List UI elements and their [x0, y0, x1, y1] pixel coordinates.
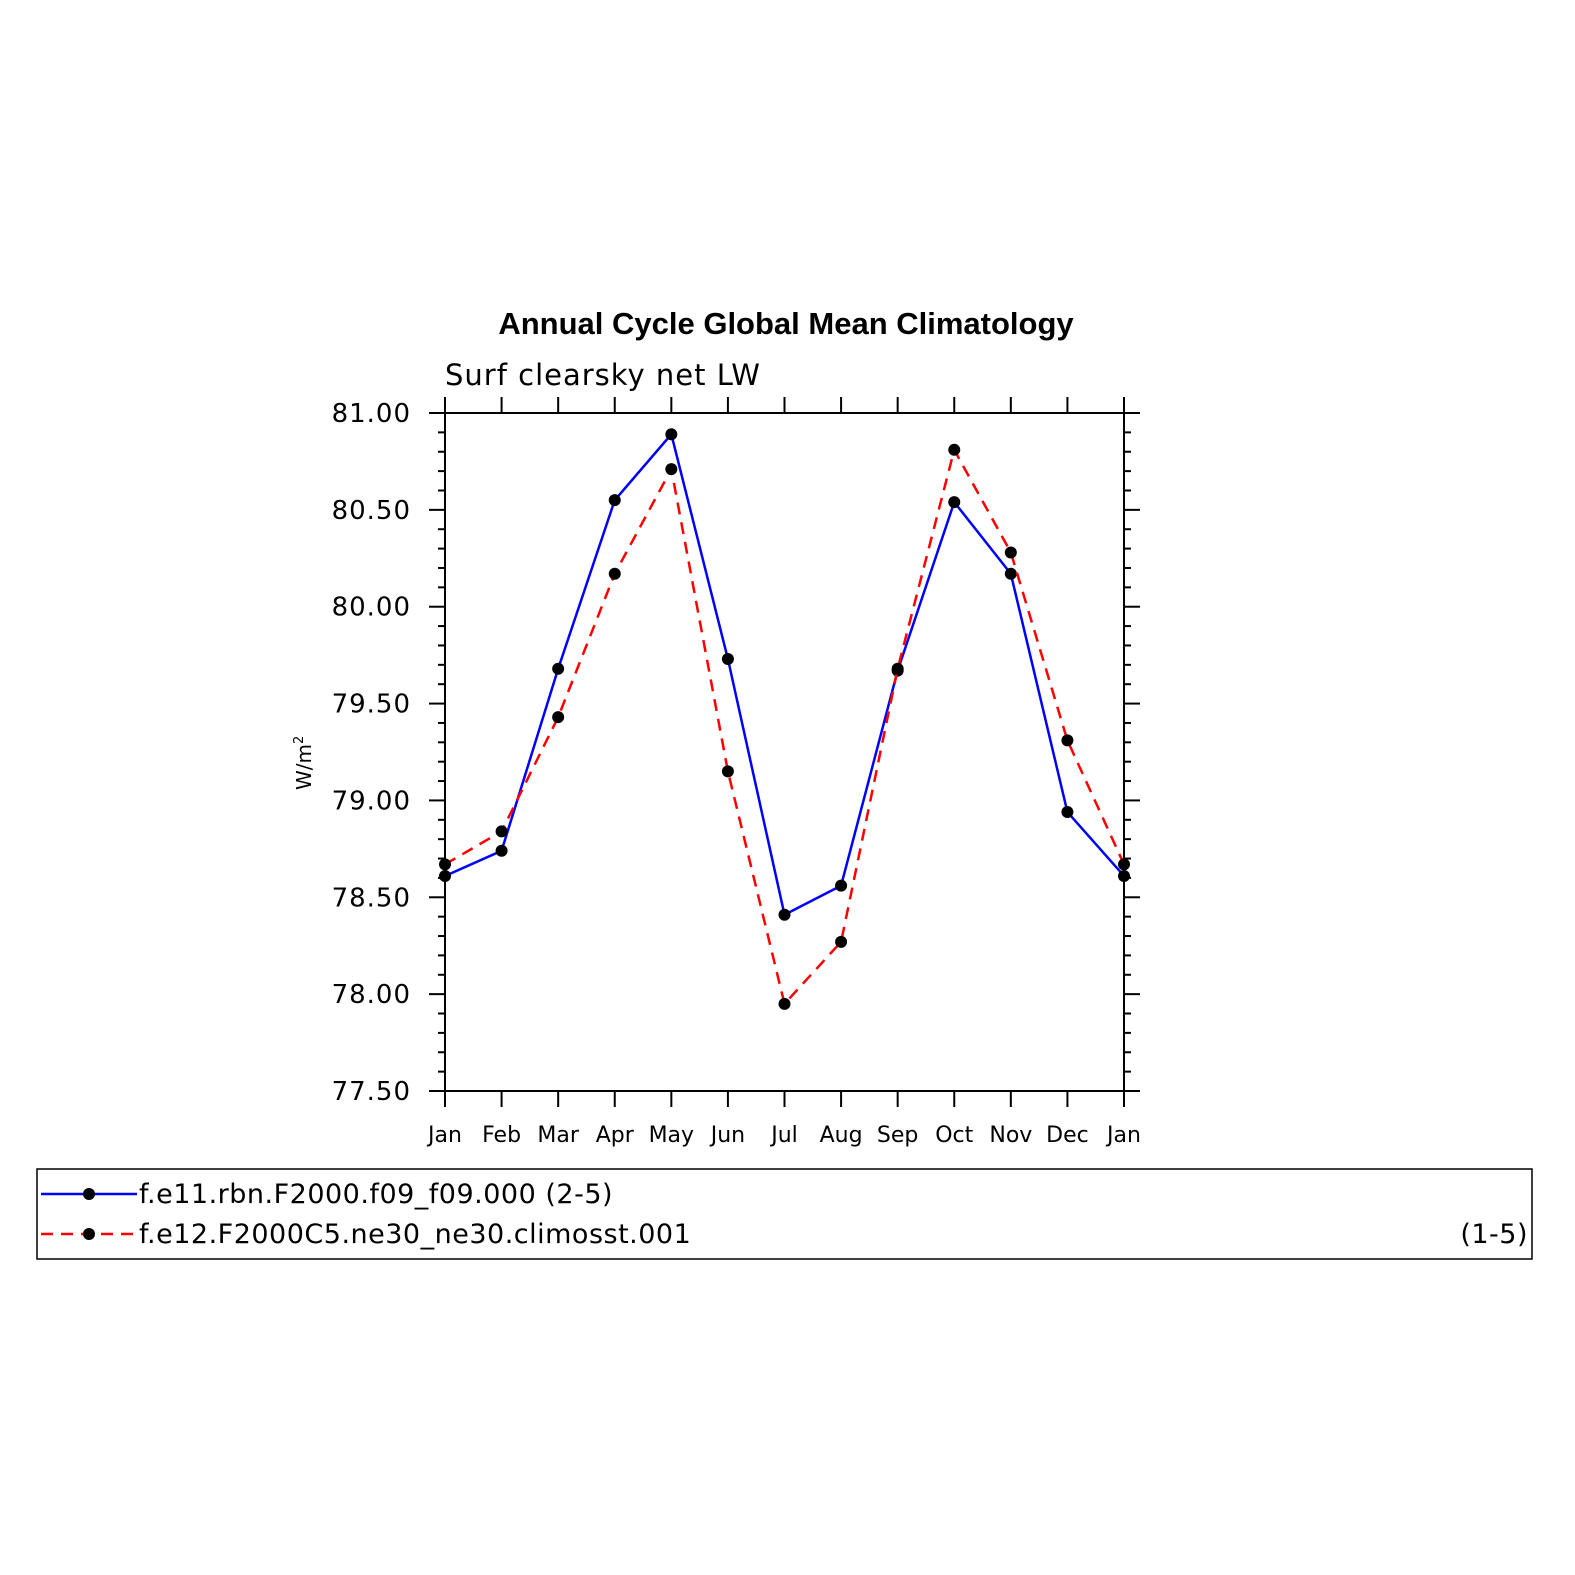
y-axis-label-unit: W/m: [292, 744, 316, 790]
legend-entry-series-1: f.e11.rbn.F2000.f09_f09.000 (2-5): [41, 1179, 613, 1210]
legend-name-series-2: f.e12.F2000C5.ne30_ne30.climosst.001: [139, 1219, 691, 1250]
series-1-point: [835, 879, 848, 892]
legend-box: [36, 1168, 1533, 1260]
series-2-line: [444, 446, 1126, 1007]
series-1-point: [495, 844, 508, 857]
series-1-point: [608, 494, 621, 507]
y-tick-label: 79.50: [332, 690, 411, 720]
legend-suffix-series-1: (2-5): [545, 1179, 613, 1210]
x-tick-label: Jul: [769, 1123, 798, 1148]
y-tick-label: 78.00: [332, 980, 411, 1010]
x-tick-label: Nov: [989, 1123, 1032, 1148]
x-tick-label: Aug: [820, 1123, 863, 1148]
y-axis-label: W/m2: [292, 736, 316, 790]
plot-axes: [429, 397, 1140, 1107]
series-2-point: [439, 858, 451, 871]
series-1-point: [439, 869, 451, 882]
x-tick-label: Feb: [482, 1123, 521, 1148]
x-tick-label: Oct: [935, 1123, 973, 1148]
x-tick-label: May: [649, 1123, 694, 1148]
chart-title: Annual Cycle Global Mean Climatology: [498, 306, 1074, 341]
x-tick-label: Jan: [1105, 1123, 1141, 1148]
series-1-point: [665, 428, 678, 441]
series-2-point: [1004, 546, 1017, 559]
legend-marker-series-1: [83, 1188, 95, 1200]
y-tick-label: 80.50: [332, 496, 411, 526]
series-2-point: [835, 935, 848, 948]
series-2-point: [778, 997, 791, 1010]
y-tick-label: 81.00: [332, 399, 411, 429]
series-1-point: [948, 496, 961, 509]
x-tick-label: Jan: [426, 1123, 462, 1148]
series-1-point: [552, 662, 565, 675]
series-1-point: [721, 653, 734, 666]
legend-name-series-1: f.e11.rbn.F2000.f09_f09.000: [139, 1179, 536, 1210]
series-1-point: [1004, 567, 1017, 580]
series-1-line: [444, 431, 1125, 917]
series-2-point: [552, 711, 565, 724]
series-1: [439, 428, 1130, 921]
chart-subtitle: Surf clearsky net LW: [445, 358, 761, 392]
legend-label-series-1: f.e11.rbn.F2000.f09_f09.000 (2-5): [139, 1179, 613, 1210]
series-1-point: [1061, 806, 1074, 819]
y-tick-label: 79.00: [332, 786, 411, 816]
series-2-point: [608, 567, 621, 580]
y-tick-label: 80.00: [332, 593, 411, 623]
series-layer: [439, 428, 1130, 1010]
x-tick-label: Sep: [877, 1123, 918, 1148]
x-tick-label: Mar: [537, 1123, 579, 1148]
x-tick-label: Dec: [1046, 1123, 1089, 1148]
series-2-point: [891, 662, 904, 675]
series-2-point: [665, 463, 678, 476]
legend-marker-series-2: [83, 1228, 95, 1240]
series-2-point: [495, 825, 508, 838]
series-2-point: [1061, 734, 1074, 747]
y-tick-label: 78.50: [332, 883, 411, 913]
y-tick-labels: 77.50 78.00 78.50 79.00 79.50 80.00 80.50 81.00: [332, 399, 411, 1107]
series-2-point: [721, 765, 734, 778]
series-2-point: [1118, 858, 1130, 871]
series-2: [439, 443, 1130, 1010]
series-1-point: [1118, 869, 1130, 882]
x-tick-label: Apr: [596, 1123, 635, 1148]
series-1-point: [778, 908, 791, 921]
legend-entry-series-2: f.e12.F2000C5.ne30_ne30.climosst.001 (1-…: [41, 1219, 1528, 1250]
plot-frame: [444, 412, 1125, 1092]
legend: f.e11.rbn.F2000.f09_f09.000 (2-5) f.e12.…: [36, 1168, 1533, 1260]
series-2-point: [948, 443, 961, 456]
x-tick-label: Jun: [709, 1123, 745, 1148]
x-tick-labels: Jan Feb Mar Apr May Jun Jul Aug Sep Oct Nov Dec Jan: [426, 1123, 1141, 1148]
y-axis-label-exponent: 2: [292, 736, 307, 744]
y-tick-label: 77.50: [332, 1077, 411, 1107]
legend-suffix-series-2: (1-5): [1460, 1219, 1528, 1250]
